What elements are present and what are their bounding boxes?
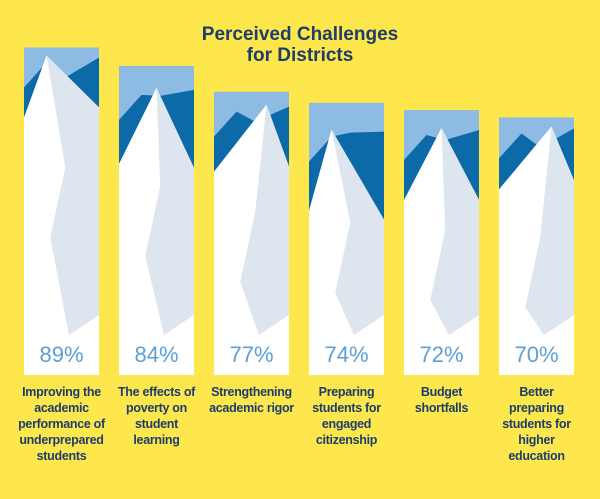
mountain-shade <box>145 87 194 335</box>
mountain-shade <box>46 55 99 335</box>
value-label: 89% <box>39 342 83 367</box>
category-label: Preparing students for engaged citizensh… <box>312 385 381 447</box>
mountain-shade <box>430 128 479 335</box>
category-label: Better preparing students for higher edu… <box>502 385 571 463</box>
value-label: 74% <box>324 342 368 367</box>
mountain-shade <box>240 104 289 335</box>
value-label: 77% <box>229 342 273 367</box>
category-label: Strengthening academic rigor <box>209 385 294 415</box>
value-label: 72% <box>419 342 463 367</box>
mountain-shade <box>525 126 574 336</box>
mountain-shade <box>331 129 384 335</box>
chart-title: Perceived Challenges for Districts <box>201 24 399 66</box>
category-label: The effects of poverty on student learni… <box>117 385 196 447</box>
category-label: Budget shortfalls <box>414 385 469 415</box>
value-label: 70% <box>514 342 558 367</box>
category-label: Improving the academic performance of un… <box>18 385 105 463</box>
value-label: 84% <box>134 342 178 367</box>
